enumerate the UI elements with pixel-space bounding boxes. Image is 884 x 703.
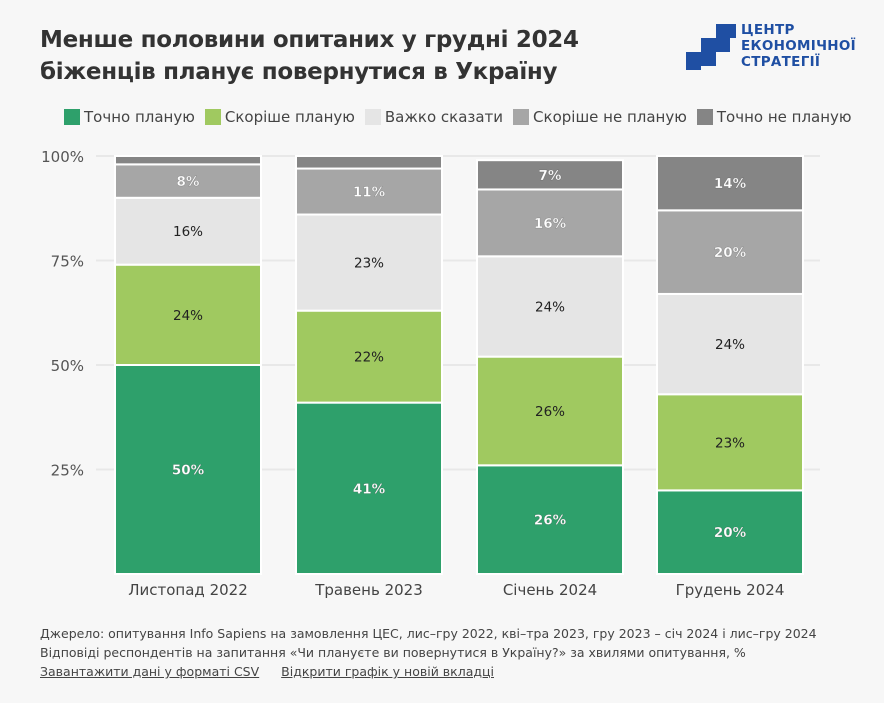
bar-segment[interactable] <box>295 167 443 216</box>
data-label: 23% <box>354 256 384 272</box>
bar-segment[interactable] <box>295 155 443 170</box>
legend: Точно планую Скоріше планую Важко сказат… <box>64 108 852 126</box>
y-tick-label: 100% <box>41 148 84 166</box>
data-label: 14% <box>714 176 747 192</box>
legend-swatch <box>696 109 713 125</box>
bar-stack: 20% 23% 24% 20% 14% <box>656 155 804 575</box>
question-note: Відповіді респондентів на запитання «Чи … <box>40 645 746 660</box>
chart-footer: Джерело: опитування Info Sapiens на замо… <box>40 624 817 681</box>
bar-segment[interactable] <box>295 213 443 312</box>
data-label: 50% <box>172 463 205 479</box>
data-label: 23% <box>715 435 745 451</box>
bar-segment[interactable] <box>476 355 624 467</box>
stacked-bar-chart: 25% 50% 75% 100% 50% 24% 16% 8% 41% 22% 23% 11% 26%… <box>41 148 820 599</box>
data-label: 26% <box>535 404 565 420</box>
legend-label: Точно не планую <box>716 108 852 126</box>
legend-label: Важко сказати <box>384 108 504 126</box>
legend-label: Скоріше не планую <box>533 108 687 126</box>
data-label: 20% <box>714 245 747 261</box>
y-tick-label: 75% <box>51 253 84 271</box>
data-label: 16% <box>534 216 567 232</box>
legend-swatch <box>204 109 221 125</box>
bar-segment[interactable] <box>476 159 624 191</box>
data-label: 11% <box>353 185 386 201</box>
legend-swatch <box>513 109 530 125</box>
data-label: 16% <box>173 224 203 240</box>
bar-segment[interactable] <box>656 155 804 212</box>
legend-item-definitely-plan[interactable]: Точно планую <box>64 108 195 126</box>
bar-stack: 50% 24% 16% 8% <box>114 155 262 575</box>
bar-stack: 41% 22% 23% 11% <box>295 155 443 575</box>
bar-segment[interactable] <box>476 188 624 258</box>
legend-swatch <box>64 109 80 125</box>
chart-title-line-1: Менше половини опитаних у грудні 2024 <box>40 27 579 53</box>
legend-swatch <box>364 109 381 125</box>
logo-line-1: ЦЕНТР <box>741 22 795 38</box>
bar-segment[interactable] <box>295 309 443 404</box>
legend-item-definitely-not-plan[interactable]: Точно не планую <box>696 108 852 126</box>
y-axis: 25% 50% 75% 100% <box>41 148 84 480</box>
legend-item-rather-not-plan[interactable]: Скоріше не планую <box>513 108 687 126</box>
x-tick-label: Листопад 2022 <box>128 581 248 599</box>
data-label: 24% <box>715 337 745 353</box>
data-label: 22% <box>354 350 384 366</box>
data-label: 24% <box>173 308 203 324</box>
data-label: 8% <box>177 174 200 190</box>
data-label: 24% <box>535 299 565 315</box>
bar-segment[interactable] <box>114 196 262 266</box>
data-label: 26% <box>534 513 567 529</box>
bar-segment[interactable] <box>476 464 624 576</box>
bars: 50% 24% 16% 8% 41% 22% 23% 11% 26% 26% 24% 16% 7% 20%… <box>114 155 804 576</box>
bar-segment[interactable] <box>114 263 262 366</box>
open-new-tab-link[interactable]: Відкрити графік у новій вкладці <box>281 664 494 679</box>
ces-logo: ЦЕНТР ЕКОНОМІЧНОЇ СТРАТЕГІЇ <box>684 22 864 77</box>
y-tick-label: 25% <box>51 462 84 480</box>
data-label: 41% <box>353 481 386 497</box>
bar-segment[interactable] <box>295 401 443 575</box>
chart-title-line-2: біженців планує повернутися в Україну <box>40 59 558 85</box>
legend-label: Точно планую <box>84 108 195 126</box>
data-label: 7% <box>539 168 562 184</box>
bar-segment[interactable] <box>656 489 804 575</box>
x-tick-label: Грудень 2024 <box>676 581 785 599</box>
logo-line-2: ЕКОНОМІЧНОЇ <box>741 38 856 54</box>
logo-text: ЦЕНТР ЕКОНОМІЧНОЇ СТРАТЕГІЇ <box>741 22 856 70</box>
bar-segment[interactable] <box>656 209 804 295</box>
logo-line-3: СТРАТЕГІЇ <box>741 54 821 70</box>
logo-steps-icon <box>686 24 736 70</box>
x-axis: Листопад 2022 Травень 2023 Січень 2024 Груд… <box>128 581 784 599</box>
bar-segment[interactable] <box>656 292 804 396</box>
bar-segment[interactable] <box>114 155 262 166</box>
legend-item-hard-to-say[interactable]: Важко сказати <box>364 108 504 126</box>
bar-stack: 26% 26% 24% 16% 7% <box>476 159 624 576</box>
source-note: Джерело: опитування Info Sapiens на замо… <box>40 626 817 641</box>
x-tick-label: Травень 2023 <box>314 581 423 599</box>
legend-item-rather-plan[interactable]: Скоріше планую <box>204 108 355 126</box>
data-label: 20% <box>714 525 747 541</box>
y-tick-label: 50% <box>51 357 84 375</box>
download-csv-link[interactable]: Завантажити дані у форматі CSV <box>40 664 260 679</box>
x-tick-label: Січень 2024 <box>503 581 597 599</box>
legend-label: Скоріше планую <box>224 108 355 126</box>
chart-title: Менше половини опитаних у грудні 2024 бі… <box>40 24 640 88</box>
